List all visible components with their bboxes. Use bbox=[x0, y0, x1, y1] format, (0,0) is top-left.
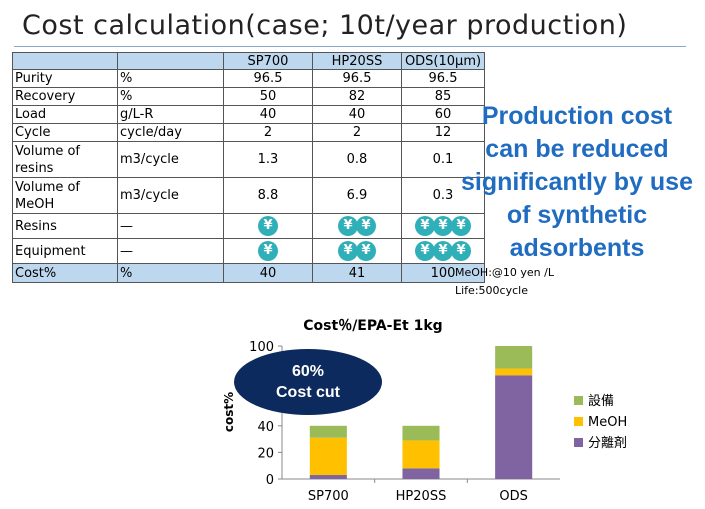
y-tick-label: 0 bbox=[266, 473, 274, 488]
cell-value: 1.3 bbox=[223, 141, 313, 178]
bar-segment-ods bbox=[495, 346, 533, 369]
cell-value: 96.5 bbox=[401, 69, 485, 88]
title-divider bbox=[14, 46, 686, 47]
bar-segment-hp20ss bbox=[402, 440, 440, 469]
header-ods: ODS(10μm) bbox=[401, 52, 485, 70]
yen-coin-icon: ¥ bbox=[433, 241, 453, 261]
chart-title: Cost％/EPA-Et 1kg bbox=[303, 318, 442, 334]
yen-cell: ¥ ¥ bbox=[312, 238, 402, 264]
table-row-cycle: Cycle cycle/day 2 2 12 bbox=[12, 123, 485, 142]
yen-cell: ¥ bbox=[223, 213, 313, 239]
cell-value: 96.5 bbox=[223, 69, 313, 88]
row-label: Volume of MeOH bbox=[12, 177, 118, 214]
y-axis-label: cost% bbox=[222, 392, 236, 432]
table-row-volume-meoh: Volume of MeOH m3/cycle 8.8 6.9 0.3 bbox=[12, 177, 485, 214]
yen-coin-icon: ¥ bbox=[451, 216, 471, 236]
yen-coin-icon: ¥ bbox=[258, 241, 278, 261]
resin-life-note: Life:500cycle bbox=[455, 284, 528, 297]
row-label: Cycle bbox=[12, 123, 118, 142]
bar-segment-sp700 bbox=[309, 475, 347, 479]
table-row-purity: Purity % 96.5 96.5 96.5 bbox=[12, 69, 485, 88]
headline-message: Production cost can be reduced significa… bbox=[460, 102, 693, 262]
header-sp700: SP700 bbox=[223, 52, 313, 70]
row-unit: m3/cycle bbox=[117, 141, 224, 178]
table-header-row: SP700 HP20SS ODS(10μm) bbox=[12, 52, 485, 70]
meoh-price-note: MeOH:@10 yen /L bbox=[455, 266, 554, 279]
legend-label: 分離剤 bbox=[588, 435, 627, 451]
bar-segment-sp700 bbox=[309, 437, 347, 476]
yen-coin-icon: ¥ bbox=[433, 216, 453, 236]
y-tick-label: 100 bbox=[249, 340, 274, 355]
row-unit: cycle/day bbox=[117, 123, 224, 142]
legend-label: MeOH bbox=[588, 415, 627, 430]
yen-coin-icon: ¥ bbox=[356, 241, 376, 261]
cell-value: 100 bbox=[401, 263, 485, 283]
cell-value: 82 bbox=[312, 87, 402, 106]
yen-coin-icon: ¥ bbox=[451, 241, 471, 261]
header-cell bbox=[12, 52, 118, 70]
legend-swatch bbox=[574, 396, 583, 405]
cell-value: 0.8 bbox=[312, 141, 402, 178]
yen-coin-icon: ¥ bbox=[258, 216, 278, 236]
yen-coin-icon: ¥ bbox=[415, 241, 435, 261]
cell-value: 40 bbox=[223, 105, 313, 124]
row-unit: % bbox=[117, 263, 224, 283]
cell-value: 0.3 bbox=[401, 177, 485, 214]
x-tick-label: HP20SS bbox=[396, 489, 447, 504]
yen-coin-icon: ¥ bbox=[338, 216, 358, 236]
row-label: Cost% bbox=[12, 263, 118, 283]
x-tick-label: SP700 bbox=[308, 489, 349, 504]
bar-segment-sp700 bbox=[309, 425, 347, 438]
row-label: Recovery bbox=[12, 87, 118, 106]
yen-coin-icon: ¥ bbox=[415, 216, 435, 236]
yen-coin-icon: ¥ bbox=[356, 216, 376, 236]
badge-label: Cost cut bbox=[276, 384, 340, 401]
row-unit: m3/cycle bbox=[117, 177, 224, 214]
cell-value: 40 bbox=[223, 263, 313, 283]
bar-segment-ods bbox=[495, 375, 533, 479]
row-unit: — bbox=[117, 238, 224, 264]
header-cell bbox=[117, 52, 224, 70]
slide-title: Cost calculation(case; 10t/year producti… bbox=[22, 10, 628, 41]
yen-cell: ¥ bbox=[223, 238, 313, 264]
legend-swatch bbox=[574, 417, 583, 426]
y-tick-label: 20 bbox=[257, 446, 274, 461]
table-row-cost: Cost% % 40 41 100 bbox=[12, 263, 485, 283]
yen-coin-icon: ¥ bbox=[338, 241, 358, 261]
bar-segment-hp20ss bbox=[402, 468, 440, 479]
bar-segment-ods bbox=[495, 368, 533, 376]
badge-percent: 60% bbox=[291, 363, 325, 380]
table-row-load: Load g/L-R 40 40 60 bbox=[12, 105, 485, 124]
bar-segment-hp20ss bbox=[402, 425, 440, 441]
cell-value: 0.1 bbox=[401, 141, 485, 178]
yen-cell: ¥ ¥ ¥ bbox=[401, 238, 485, 264]
y-tick-label: 40 bbox=[257, 420, 274, 435]
cost-table: SP700 HP20SS ODS(10μm) Purity % 96.5 96.… bbox=[12, 52, 485, 283]
legend-swatch bbox=[574, 438, 583, 447]
x-tick-label: ODS bbox=[499, 489, 528, 504]
cost-cut-badge: 60% Cost cut bbox=[234, 349, 382, 415]
legend-label: 設備 bbox=[588, 393, 614, 409]
table-row-equipment: Equipment — ¥ ¥ ¥ ¥ ¥ ¥ bbox=[12, 238, 485, 264]
